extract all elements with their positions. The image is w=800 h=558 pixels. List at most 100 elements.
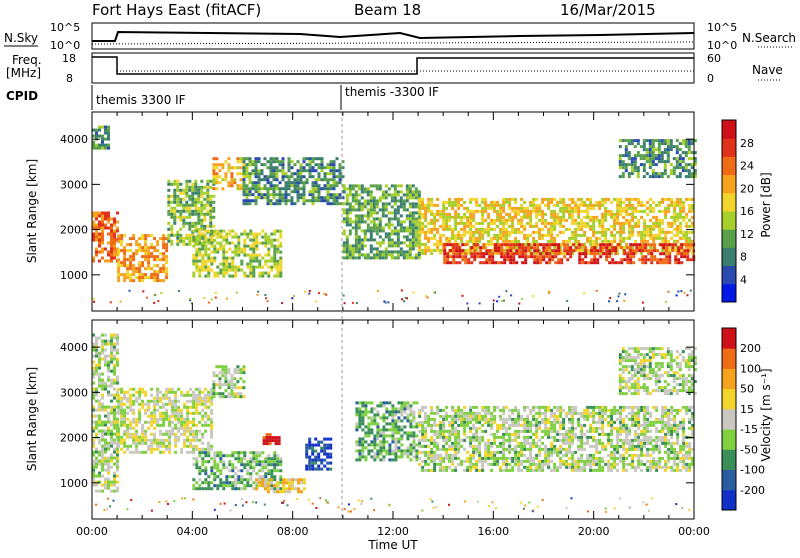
power-scatter-cell <box>265 297 267 299</box>
power-cell <box>667 204 670 207</box>
power-cell <box>330 187 333 190</box>
power-cell <box>538 231 541 234</box>
power-cell <box>485 258 488 261</box>
power-cell <box>460 222 463 225</box>
power-cell <box>285 193 288 196</box>
velocity-cell <box>104 382 107 385</box>
velocity-cell <box>276 454 279 457</box>
power-cell <box>318 163 321 166</box>
velocity-cell <box>104 361 107 364</box>
power-cell <box>472 216 475 219</box>
power-cell <box>499 228 502 231</box>
velocity-cell <box>183 439 186 442</box>
power-colorbar-swatch <box>722 266 736 285</box>
power-cell <box>110 227 113 230</box>
velocity-cell <box>101 436 104 439</box>
power-cell <box>141 273 144 276</box>
power-cell <box>237 269 240 272</box>
power-cell <box>670 225 673 228</box>
velocity-cell <box>162 433 165 436</box>
velocity-cell <box>252 454 255 457</box>
power-cell <box>601 216 604 219</box>
velocity-cell <box>110 457 113 460</box>
power-cell <box>553 210 556 213</box>
velocity-cell <box>174 397 177 400</box>
power-cell <box>279 169 282 172</box>
power-cell <box>349 217 352 220</box>
velocity-cell <box>117 439 120 442</box>
velocity-cell <box>104 334 107 337</box>
power-cell <box>418 198 421 201</box>
power-cell <box>324 172 327 175</box>
power-cell <box>147 267 150 270</box>
power-cell <box>113 236 116 239</box>
power-cell <box>581 252 584 255</box>
power-cell <box>98 239 101 242</box>
velocity-cell <box>107 364 110 367</box>
power-cell <box>104 132 107 135</box>
power-cell <box>270 239 273 242</box>
velocity-cell <box>174 433 177 436</box>
power-cell <box>685 145 688 148</box>
power-cell <box>676 204 679 207</box>
power-cell <box>412 190 415 193</box>
power-cell <box>505 228 508 231</box>
power-cell <box>523 216 526 219</box>
power-cell <box>167 201 170 204</box>
power-cell <box>267 248 270 251</box>
power-cell <box>385 250 388 253</box>
power-cell <box>653 255 656 258</box>
power-cell <box>443 246 446 249</box>
velocity-cell <box>224 380 227 383</box>
power-cell <box>258 196 261 199</box>
power-cell <box>110 251 113 254</box>
power-cell <box>538 228 541 231</box>
power-cell <box>270 202 273 205</box>
power-cell <box>412 202 415 205</box>
power-cell <box>629 246 632 249</box>
power-cell <box>506 249 509 252</box>
power-cell <box>209 225 212 228</box>
power-cell <box>234 275 237 278</box>
power-cell <box>170 216 173 219</box>
power-cell <box>463 207 466 210</box>
power-cell <box>565 240 568 243</box>
velocity-cell <box>153 409 156 412</box>
power-cell <box>415 202 418 205</box>
power-cell <box>658 204 661 207</box>
power-cell <box>460 228 463 231</box>
power-scatter-cell <box>583 292 585 294</box>
velocity-cell <box>303 487 306 490</box>
velocity-cell <box>180 391 183 394</box>
velocity-cell <box>141 430 144 433</box>
power-scatter-cell <box>344 302 346 304</box>
power-cell <box>556 222 559 225</box>
power-cell <box>120 234 123 237</box>
velocity-cell <box>150 439 153 442</box>
power-cell <box>613 222 616 225</box>
power-cell <box>685 163 688 166</box>
velocity-cell <box>204 448 207 451</box>
power-cell <box>524 246 527 249</box>
velocity-cell <box>279 481 282 484</box>
velocity-cell <box>192 403 195 406</box>
velocity-cell <box>165 439 168 442</box>
velocity-cell <box>219 484 222 487</box>
power-scatter-cell <box>505 290 507 292</box>
power-cell <box>628 157 631 160</box>
power-cell <box>170 240 173 243</box>
velocity-cell <box>303 478 306 481</box>
power-scatter-cell <box>493 300 495 302</box>
nsearch-tick-top: 10^5 <box>707 21 737 34</box>
velocity-cell <box>219 472 222 475</box>
power-cell <box>382 205 385 208</box>
power-cell <box>551 243 554 246</box>
power-cell <box>364 238 367 241</box>
velocity-cell <box>308 456 311 459</box>
velocity-cell <box>228 484 231 487</box>
power-cell <box>679 204 682 207</box>
power-cell <box>346 193 349 196</box>
velocity-cell <box>267 454 270 457</box>
power-cell <box>276 266 279 269</box>
power-cell <box>610 225 613 228</box>
